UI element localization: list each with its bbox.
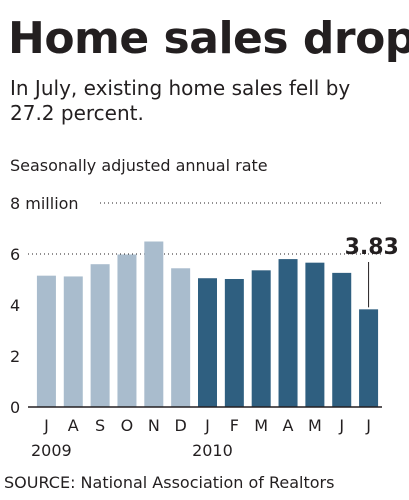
bar-3: [117, 254, 137, 407]
x-tick-label: J: [43, 416, 49, 435]
x-tick-label: A: [283, 416, 294, 435]
callout-value: 3.83: [345, 235, 399, 260]
year-label: 2010: [192, 441, 233, 460]
bar-5: [171, 268, 191, 407]
x-tick-label: J: [338, 416, 344, 435]
bar-10: [305, 262, 325, 407]
bar-7: [224, 278, 244, 407]
bar-0: [36, 275, 56, 407]
chart-title: Home sales drop: [8, 13, 409, 64]
y-tick-label: 6: [10, 245, 20, 264]
year-label: 2009: [31, 441, 72, 460]
bar-1: [63, 276, 83, 407]
y-axis-label: Seasonally adjusted annual rate: [10, 156, 268, 175]
bar-2: [90, 264, 110, 407]
bar-6: [198, 278, 217, 407]
bar-4: [144, 241, 164, 407]
x-tick-label: S: [95, 416, 105, 435]
y-tick-label: 4: [10, 296, 20, 315]
bar-8: [251, 270, 271, 407]
y-tick-label: 2: [10, 347, 20, 366]
y-tick-label: 8 million: [10, 194, 79, 213]
bar-12: [359, 309, 379, 407]
x-tick-label: J: [365, 416, 371, 435]
x-tick-label: D: [174, 416, 186, 435]
x-tick-label: M: [254, 416, 268, 435]
chart-subtitle: In July, existing home sales fell by 27.…: [10, 76, 351, 125]
bar-9: [278, 259, 298, 407]
x-tick-label: J: [204, 416, 210, 435]
y-tick-label: 0: [10, 398, 20, 417]
bar-11: [332, 272, 352, 407]
x-tick-label: N: [148, 416, 160, 435]
source-note: SOURCE: National Association of Realtors: [4, 473, 335, 492]
x-tick-label: M: [308, 416, 322, 435]
x-tick-label: O: [121, 416, 134, 435]
x-tick-label: A: [68, 416, 79, 435]
x-tick-label: F: [230, 416, 239, 435]
